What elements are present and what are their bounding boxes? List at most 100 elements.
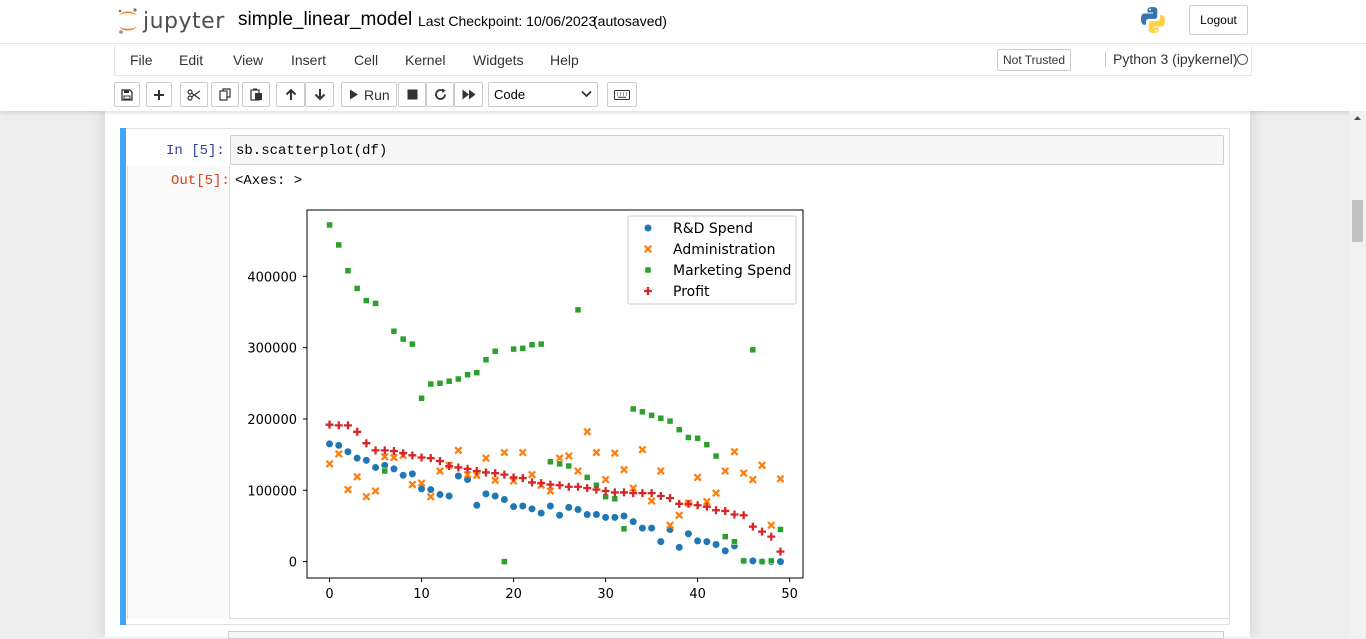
scatter-point-3-14 (454, 463, 463, 472)
code-input[interactable]: sb.scatterplot(df) (230, 135, 1224, 165)
scatter-point-0-25 (555, 511, 564, 520)
restart-run-all-button[interactable] (454, 82, 483, 107)
copy-button[interactable] (211, 82, 239, 107)
scatter-point-1-12 (435, 467, 444, 476)
scatter-point-3-7 (389, 447, 398, 456)
scatter-point-2-18 (491, 347, 499, 355)
chevron-down-icon (581, 90, 592, 98)
menu-kernel[interactable]: Kernel (405, 52, 446, 68)
save-button[interactable] (114, 82, 140, 107)
scatter-point-2-44 (731, 538, 738, 545)
scrollbar-track[interactable] (1349, 111, 1366, 637)
paste-button[interactable] (242, 82, 270, 107)
run-button[interactable]: Run (341, 82, 397, 107)
menu-widgets[interactable]: Widgets (473, 52, 524, 68)
interrupt-button[interactable] (398, 82, 426, 107)
scatter-point-3-46 (748, 522, 757, 531)
menu-file[interactable]: File (130, 52, 153, 68)
arrow-up-icon (285, 88, 296, 100)
scatter-point-2-19 (501, 558, 508, 565)
scatter-point-0-38 (675, 543, 684, 552)
legend-marker-1 (643, 244, 653, 254)
scatter-point-3-32 (620, 488, 629, 497)
scatter-point-0-12 (435, 490, 445, 499)
scatter-point-0-20 (509, 502, 518, 511)
menu-edit[interactable]: Edit (179, 52, 204, 68)
menu-cell[interactable]: Cell (354, 52, 379, 68)
x-tick-label-0: 0 (325, 587, 333, 602)
notebook-name[interactable]: simple_linear_model (238, 9, 413, 30)
paste-icon (249, 88, 262, 101)
scatter-point-3-44 (730, 510, 739, 519)
menu-insert[interactable]: Insert (291, 52, 327, 68)
scatter-point-2-33 (629, 405, 637, 413)
scroll-up-arrow-icon[interactable] (1352, 113, 1363, 123)
jupyter-logo-icon (118, 8, 137, 34)
scatter-point-2-9 (409, 340, 416, 348)
scatter-point-0-14 (454, 471, 463, 481)
scatter-point-1-1 (334, 449, 343, 458)
scatter-point-2-15 (464, 371, 471, 378)
scatter-point-0-21 (518, 501, 527, 511)
scatter-point-3-19 (500, 470, 509, 479)
legend-marker-2 (644, 266, 652, 274)
logout-button[interactable]: Logout (1189, 5, 1248, 35)
notebook-site[interactable]: In [5]: sb.scatterplot(df) Out[5]: <Axes… (0, 111, 1366, 637)
menu-help[interactable]: Help (550, 52, 579, 68)
jupyter-logo[interactable]: jupyter (116, 4, 225, 38)
scatter-point-1-27 (573, 467, 583, 476)
scatter-point-1-0 (325, 459, 334, 468)
command-palette-button[interactable] (607, 82, 637, 107)
scatter-point-2-40 (694, 434, 701, 442)
python-logo-icon (1138, 5, 1168, 38)
kernel-idle-indicator-icon (1237, 54, 1248, 65)
insert-cell-button[interactable] (146, 82, 172, 107)
scatter-point-1-16 (472, 471, 481, 480)
next-cell-input[interactable] (228, 631, 1224, 639)
scatter-point-1-15 (463, 470, 472, 479)
scatter-point-1-28 (583, 427, 592, 436)
menu-view[interactable]: View (233, 52, 264, 68)
scatter-point-0-18 (491, 491, 500, 501)
scatter-point-3-3 (353, 427, 362, 436)
scrollbar-thumb[interactable] (1352, 200, 1363, 242)
code-cell[interactable]: In [5]: sb.scatterplot(df) Out[5]: <Axes… (120, 128, 1230, 625)
scatter-point-2-41 (703, 441, 711, 448)
scatter-point-0-0 (325, 439, 334, 449)
scatter-point-3-35 (647, 489, 656, 498)
scatter-point-1-24 (546, 486, 555, 496)
move-up-button[interactable] (276, 82, 305, 107)
run-icon (350, 89, 358, 100)
scatter-point-1-26 (564, 452, 573, 461)
restart-button[interactable] (426, 82, 454, 107)
cut-button[interactable] (180, 82, 208, 107)
scatter-point-3-10 (417, 453, 426, 462)
scatter-point-3-11 (426, 454, 435, 463)
y-tick-label-3: 300000 (247, 342, 297, 357)
scatter-point-0-5 (371, 463, 380, 472)
move-down-button[interactable] (305, 82, 334, 107)
trust-button[interactable]: Not Trusted (997, 49, 1072, 71)
scatter-point-2-43 (721, 533, 729, 540)
y-tick-label-2: 200000 (247, 413, 297, 428)
scatter-point-2-23 (537, 340, 545, 348)
legend-label-2: Marketing Spend (673, 263, 791, 279)
scatter-point-1-47 (758, 461, 767, 470)
y-tick-label-0: 0 (289, 556, 297, 571)
scatter-point-2-42 (712, 452, 720, 460)
scatter-point-0-8 (399, 471, 408, 480)
scatter-point-2-10 (418, 395, 425, 402)
output-prompt-column[interactable]: Out[5]: (128, 166, 230, 619)
scatter-point-0-33 (629, 517, 638, 526)
scatter-point-0-31 (610, 513, 619, 522)
scatter-point-1-44 (730, 447, 739, 456)
scatter-point-1-5 (371, 486, 380, 496)
scatter-point-0-43 (721, 546, 730, 555)
cell-type-select[interactable]: Code (488, 82, 598, 107)
x-tick-label-3: 30 (597, 587, 614, 602)
output-area: Out[5]: <Axes: > (127, 166, 1230, 619)
scatter-point-2-28 (583, 474, 591, 481)
scatter-point-1-40 (693, 473, 702, 482)
scatter-point-0-11 (426, 485, 435, 494)
scatter-point-2-47 (758, 558, 766, 565)
